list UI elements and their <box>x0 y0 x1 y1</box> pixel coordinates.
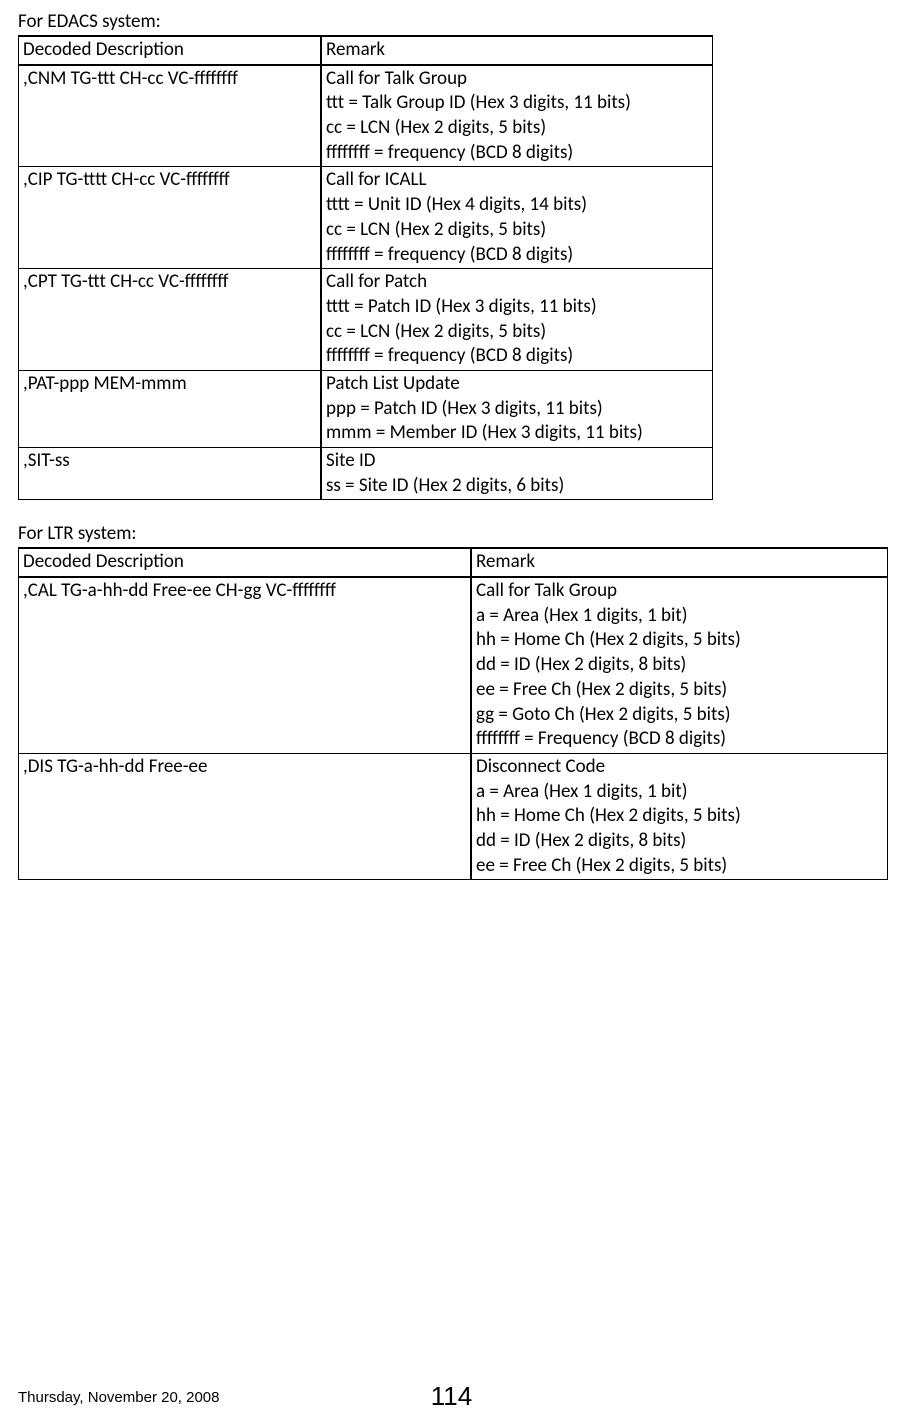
table-row: ,DIS TG-a-hh-dd Free-eeDisconnect Codea … <box>19 753 888 879</box>
table-row: ,PAT-ppp MEM-mmmPatch List Updateppp = P… <box>19 370 713 447</box>
remark-cell: Site IDss = Site ID (Hex 2 digits, 6 bit… <box>321 448 713 500</box>
remark-cell: Call for ICALLtttt = Unit ID (Hex 4 digi… <box>321 167 713 269</box>
edacs-title: For EDACS system: <box>18 10 885 33</box>
remark-cell: Call for Talk Groupttt = Talk Group ID (… <box>321 65 713 167</box>
table-row: ,CIP TG-tttt CH-cc VC-ffffffffCall for I… <box>19 167 713 269</box>
page-footer: Thursday, November 20, 2008 114 <box>18 1386 885 1408</box>
edacs-table: Decoded Description Remark ,CNM TG-ttt C… <box>18 35 713 500</box>
table-row: ,CAL TG-a-hh-dd Free-ee CH-gg VC-fffffff… <box>19 577 888 753</box>
decoded-description-cell: ,CPT TG-ttt CH-cc VC-ffffffff <box>19 269 322 371</box>
header-decoded-description: Decoded Description <box>19 36 322 65</box>
table-header-row: Decoded Description Remark <box>19 36 713 65</box>
footer-page-number: 114 <box>431 1381 472 1412</box>
table-row: ,SIT-ssSite IDss = Site ID (Hex 2 digits… <box>19 448 713 500</box>
decoded-description-cell: ,SIT-ss <box>19 448 322 500</box>
decoded-description-cell: ,DIS TG-a-hh-dd Free-ee <box>19 753 472 879</box>
remark-cell: Call for Talk Groupa = Area (Hex 1 digit… <box>471 577 888 753</box>
remark-cell: Disconnect Codea = Area (Hex 1 digits, 1… <box>471 753 888 879</box>
decoded-description-cell: ,CNM TG-ttt CH-cc VC-ffffffff <box>19 65 322 167</box>
table-row: ,CNM TG-ttt CH-cc VC-ffffffffCall for Ta… <box>19 65 713 167</box>
header-remark: Remark <box>471 548 888 577</box>
ltr-table: Decoded Description Remark ,CAL TG-a-hh-… <box>18 547 888 880</box>
footer-date: Thursday, November 20, 2008 <box>18 1389 220 1406</box>
decoded-description-cell: ,CAL TG-a-hh-dd Free-ee CH-gg VC-fffffff… <box>19 577 472 753</box>
ltr-title: For LTR system: <box>18 522 885 545</box>
remark-cell: Patch List Updateppp = Patch ID (Hex 3 d… <box>321 370 713 447</box>
header-remark: Remark <box>321 36 713 65</box>
table-row: ,CPT TG-ttt CH-cc VC-ffffffffCall for Pa… <box>19 269 713 371</box>
decoded-description-cell: ,PAT-ppp MEM-mmm <box>19 370 322 447</box>
remark-cell: Call for Patchtttt = Patch ID (Hex 3 dig… <box>321 269 713 371</box>
table-header-row: Decoded Description Remark <box>19 548 888 577</box>
header-decoded-description: Decoded Description <box>19 548 472 577</box>
decoded-description-cell: ,CIP TG-tttt CH-cc VC-ffffffff <box>19 167 322 269</box>
